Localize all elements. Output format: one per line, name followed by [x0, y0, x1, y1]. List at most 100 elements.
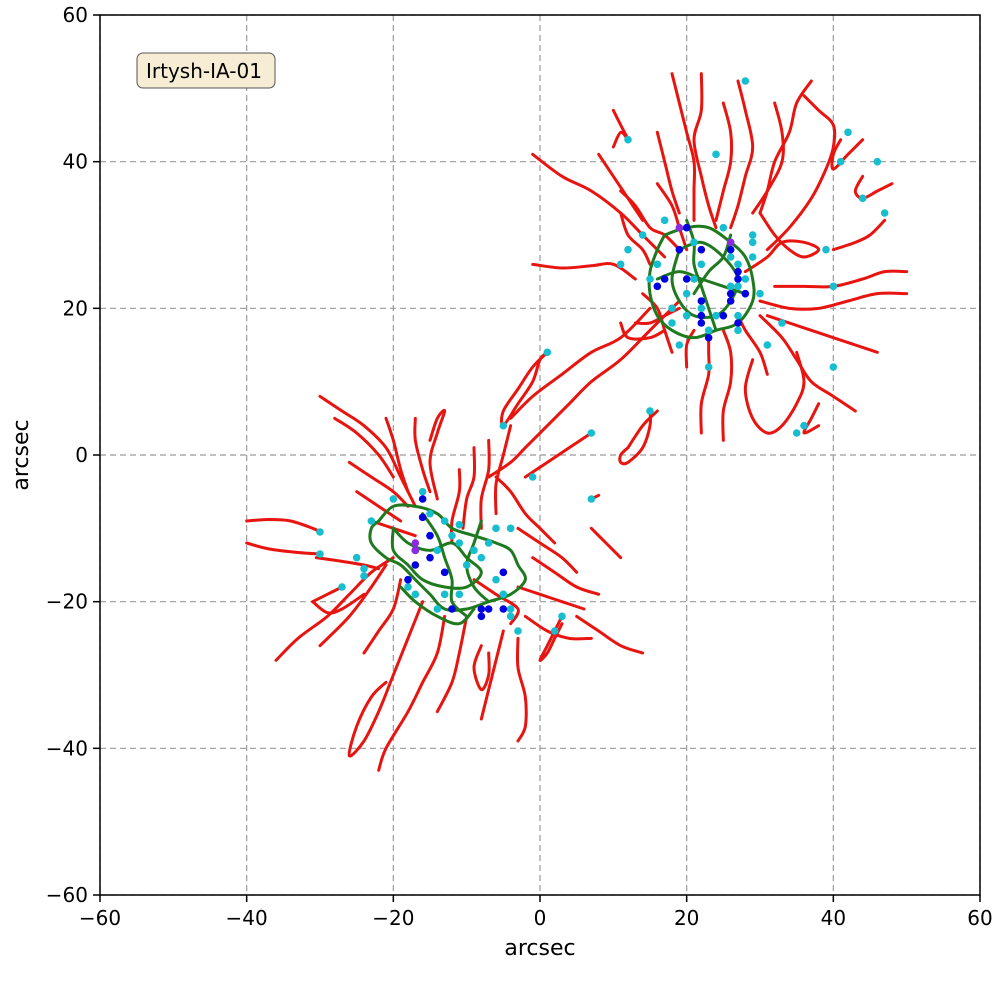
caustic-curves: [245, 72, 909, 772]
caustic-curve: [516, 526, 579, 574]
curve-endpoint-point: [492, 524, 500, 533]
image-point-blue: [682, 223, 691, 232]
critical-curve: [421, 512, 469, 618]
caustic-curve: [830, 138, 865, 171]
x-tick-label: −40: [226, 906, 268, 930]
curve-endpoint-point: [748, 253, 757, 261]
critical-curve: [399, 585, 476, 626]
y-tick-label: 0: [75, 443, 88, 467]
curve-endpoint-point: [528, 473, 537, 481]
curve-endpoint-point: [778, 319, 786, 327]
curve-endpoint-point: [506, 524, 515, 533]
curve-endpoint-point: [800, 421, 808, 430]
curve-endpoint-point: [682, 311, 691, 320]
curve-endpoint-point: [558, 612, 566, 621]
curve-endpoint-point: [616, 260, 625, 269]
curve-endpoint-point: [844, 128, 852, 137]
curve-endpoint-point: [858, 194, 867, 203]
caustic-curve: [765, 94, 837, 252]
caustic-curve: [831, 218, 887, 252]
caustic-curve: [472, 644, 491, 692]
curve-endpoint-point: [704, 363, 713, 371]
caustic-curve: [531, 152, 667, 259]
curve-endpoint-point: [829, 363, 838, 371]
caustic-curve: [743, 211, 821, 274]
curve-endpoint-point: [389, 495, 398, 503]
image-point-blue: [697, 319, 706, 327]
curve-endpoint-point: [360, 564, 368, 573]
curve-endpoint-point: [822, 245, 830, 254]
x-tick-label: 60: [967, 906, 992, 930]
image-point-blue: [704, 333, 713, 342]
image-point-purple: [726, 238, 735, 247]
curve-endpoint-point: [455, 590, 464, 599]
curve-endpoint-point: [697, 304, 706, 313]
curve-endpoint-point: [668, 304, 676, 313]
curve-endpoint-point: [690, 275, 698, 283]
caustic-curve: [479, 629, 505, 721]
caustic-curve: [377, 614, 447, 772]
image-point-blue: [734, 267, 742, 276]
image-point-blue: [404, 575, 412, 584]
curve-endpoint-point: [726, 282, 735, 291]
caustic-curve: [515, 636, 528, 743]
image-point-blue: [477, 605, 486, 613]
caustic-curve: [655, 182, 689, 252]
caustic-curve: [721, 328, 734, 442]
caustic-curve: [318, 563, 388, 648]
x-tick-label: 20: [674, 906, 699, 930]
caustic-curve: [523, 431, 593, 479]
caustic-curve: [736, 314, 769, 376]
caustic-curve: [619, 321, 667, 341]
curve-endpoint-point: [418, 487, 427, 496]
caustic-curve: [509, 306, 652, 420]
image-point-purple: [411, 546, 420, 555]
caustic-curve: [516, 585, 586, 611]
image-point-blue: [426, 553, 434, 562]
critical-curve: [670, 240, 740, 319]
curve-endpoint-point: [734, 260, 742, 269]
curve-endpoint-point: [514, 627, 522, 635]
caustic-curve: [729, 79, 755, 230]
curve-endpoint-point: [712, 311, 720, 320]
y-tick-label: −60: [46, 883, 88, 907]
curve-endpoint-point: [712, 150, 720, 159]
curve-endpoint-point: [448, 531, 456, 540]
curve-endpoint-point: [550, 627, 559, 635]
curve-endpoint-point: [697, 260, 706, 269]
curve-endpoint-point: [470, 546, 478, 555]
curve-endpoint-point: [352, 553, 361, 562]
curve-endpoint-point: [690, 238, 698, 247]
curve-endpoint-point: [741, 77, 750, 85]
caustic-curve: [413, 416, 432, 494]
curve-endpoint-point: [719, 223, 728, 232]
curve-endpoint-point: [587, 429, 596, 437]
curve-endpoint-point: [646, 407, 654, 415]
curve-endpoint-point: [660, 216, 669, 225]
image-point-blue: [440, 568, 449, 577]
image-point-blue: [682, 275, 691, 283]
caustic-curve: [670, 72, 697, 222]
image-point-blue: [697, 311, 706, 320]
x-tick-label: 0: [534, 906, 547, 930]
curve-endpoint-point: [433, 605, 442, 613]
curve-endpoint-point: [440, 517, 449, 525]
x-tick-label: 40: [821, 906, 846, 930]
caustic-curve: [523, 614, 593, 641]
curve-endpoint-point: [587, 495, 596, 503]
curve-endpoint-point: [543, 348, 552, 357]
curve-endpoint-point: [763, 341, 772, 349]
curve-endpoint-point: [455, 520, 464, 529]
caustic-curve: [618, 409, 653, 466]
image-point-blue: [448, 605, 456, 613]
curve-endpoint-point: [734, 311, 742, 320]
caustic-curve: [428, 408, 447, 501]
image-point-blue: [426, 531, 434, 540]
curve-endpoint-point: [873, 157, 882, 166]
caustic-curve: [758, 291, 909, 311]
image-point-blue: [477, 612, 486, 621]
caustic-curve: [435, 614, 469, 714]
curve-endpoint-point: [404, 583, 412, 591]
curve-endpoint-point: [653, 260, 662, 269]
